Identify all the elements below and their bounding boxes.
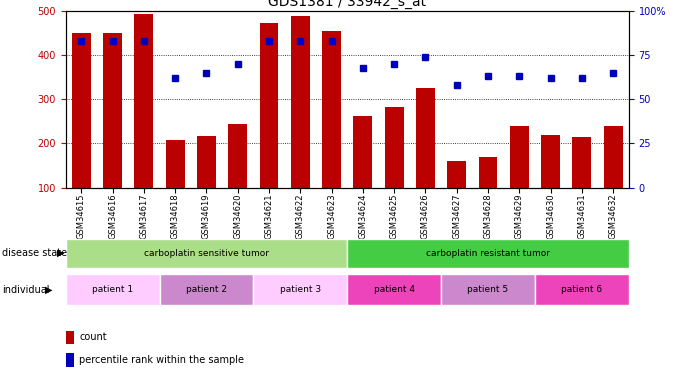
Text: ▶: ▶ xyxy=(57,248,65,258)
Bar xyxy=(535,274,629,305)
Text: ▶: ▶ xyxy=(45,285,53,295)
Text: patient 1: patient 1 xyxy=(92,285,133,294)
Bar xyxy=(447,161,466,188)
Text: patient 6: patient 6 xyxy=(561,285,603,294)
Bar xyxy=(291,16,310,188)
Bar xyxy=(604,126,623,188)
Bar xyxy=(572,137,591,188)
Title: GDS1381 / 33942_s_at: GDS1381 / 33942_s_at xyxy=(268,0,426,9)
Bar xyxy=(385,107,404,188)
Bar xyxy=(166,140,184,188)
Bar xyxy=(322,31,341,188)
Bar xyxy=(160,274,254,305)
Text: disease state: disease state xyxy=(2,248,67,258)
Bar xyxy=(254,274,347,305)
Text: percentile rank within the sample: percentile rank within the sample xyxy=(79,355,245,365)
Bar xyxy=(72,33,91,188)
Text: carboplatin resistant tumor: carboplatin resistant tumor xyxy=(426,249,550,258)
Bar xyxy=(510,126,529,188)
Bar xyxy=(441,274,535,305)
Bar xyxy=(416,88,435,188)
Bar xyxy=(348,274,441,305)
Text: patient 3: patient 3 xyxy=(280,285,321,294)
Text: patient 2: patient 2 xyxy=(186,285,227,294)
Bar xyxy=(197,136,216,188)
Text: individual: individual xyxy=(2,285,50,295)
Bar xyxy=(260,23,278,188)
Bar xyxy=(66,239,347,267)
Text: count: count xyxy=(79,333,107,342)
Bar xyxy=(348,239,629,267)
Bar xyxy=(479,157,498,188)
Bar xyxy=(541,135,560,188)
Text: carboplatin sensitive tumor: carboplatin sensitive tumor xyxy=(144,249,269,258)
Bar xyxy=(66,274,160,305)
Bar xyxy=(135,14,153,188)
Text: patient 4: patient 4 xyxy=(374,285,415,294)
Bar xyxy=(354,116,372,188)
Text: patient 5: patient 5 xyxy=(467,285,509,294)
Bar xyxy=(228,124,247,188)
Bar xyxy=(103,33,122,188)
